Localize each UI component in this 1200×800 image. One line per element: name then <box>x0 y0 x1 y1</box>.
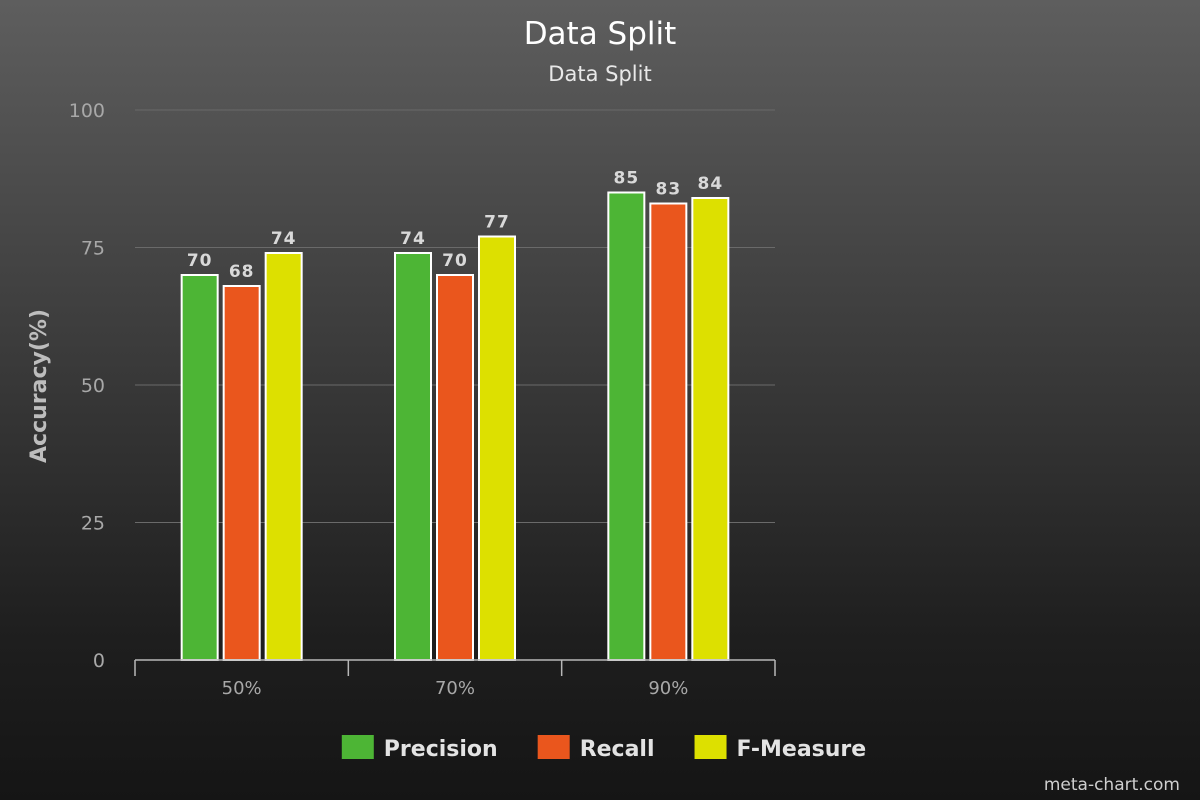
bar-f-measure-90%[interactable] <box>691 197 730 661</box>
y-tick-label: 100 <box>69 100 105 122</box>
y-axis-ticks: 0 25 50 75 100 <box>69 100 105 672</box>
bar-recall-70%[interactable] <box>436 274 474 661</box>
bar-f-measure-50%[interactable] <box>264 252 303 661</box>
legend-label: Precision <box>384 737 498 762</box>
data-label: 70 <box>442 251 468 271</box>
bar-precision-70%[interactable] <box>394 252 432 661</box>
data-labels: 70 68 74 74 70 77 85 83 84 <box>187 169 723 283</box>
y-tick-label: 75 <box>81 238 105 260</box>
x-axis-ticks: 50% 70% 90% <box>222 678 689 699</box>
data-label: 74 <box>271 229 297 249</box>
bar-precision-50%[interactable] <box>180 274 219 661</box>
y-tick-label: 25 <box>81 513 105 535</box>
data-label: 85 <box>613 169 639 189</box>
y-axis-label: Accuracy(%) <box>27 309 52 463</box>
legend[interactable]: Precision Recall F-Measure <box>341 735 867 762</box>
chart-title: Data Split <box>524 16 677 52</box>
legend-swatch <box>537 735 570 759</box>
chart-subtitle: Data Split <box>548 62 651 86</box>
data-label: 74 <box>400 229 426 249</box>
legend-swatch <box>694 735 727 759</box>
data-label: 84 <box>697 174 723 194</box>
legend-swatch <box>341 735 374 759</box>
data-label: 68 <box>229 262 255 282</box>
bar-f-measure-70%[interactable] <box>478 235 516 661</box>
legend-item-recall[interactable]: Recall <box>537 735 655 762</box>
x-axis <box>134 659 776 676</box>
x-tick-label: 70% <box>435 678 475 699</box>
x-tick-label: 90% <box>648 678 688 699</box>
watermark[interactable]: meta-chart.com <box>1044 775 1180 795</box>
y-tick-label: 0 <box>93 650 105 672</box>
data-label: 70 <box>187 251 213 271</box>
data-label: 83 <box>655 180 681 200</box>
data-label: 77 <box>484 213 510 233</box>
legend-item-precision[interactable]: Precision <box>341 735 498 762</box>
legend-label: Recall <box>580 737 655 762</box>
bar-precision-90%[interactable] <box>607 191 646 661</box>
legend-item-f-measure[interactable]: F-Measure <box>694 735 867 762</box>
y-tick-label: 50 <box>81 375 105 397</box>
bar-recall-50%[interactable] <box>222 285 261 661</box>
legend-label: F-Measure <box>737 737 867 762</box>
x-tick-label: 50% <box>222 678 262 699</box>
bar-recall-90%[interactable] <box>649 202 688 661</box>
